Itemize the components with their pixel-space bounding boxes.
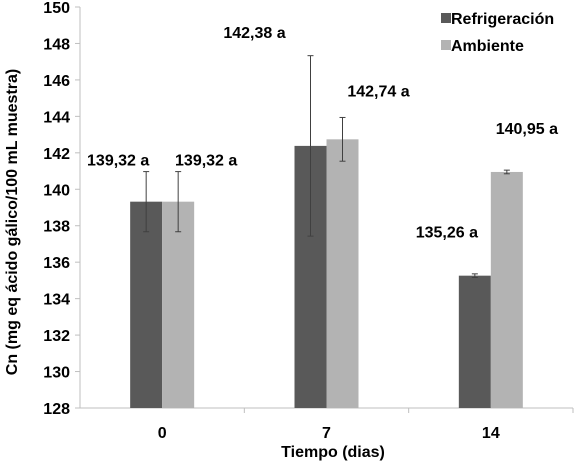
data-label: 135,26 a [416, 225, 478, 242]
bar-ambiente [490, 171, 523, 408]
legend: Refrigeración Ambiente [441, 11, 554, 55]
y-tick-label: 132 [43, 328, 70, 345]
x-axis-title: Tiempo (dias) [281, 444, 385, 461]
data-label: 142,38 a [223, 25, 285, 42]
y-tick-label: 142 [43, 146, 70, 163]
x-tick-label: 7 [322, 425, 331, 442]
y-tick-label: 148 [43, 36, 70, 53]
bar-ambiente [326, 139, 359, 408]
legend-swatch-refrigeracion [441, 13, 451, 23]
x-tick-label: 0 [158, 425, 167, 442]
legend-label-refrigeracion: Refrigeración [451, 11, 554, 28]
bar-ambiente [162, 201, 195, 408]
legend-label-ambiente: Ambiente [451, 38, 524, 55]
y-tick-label: 144 [43, 109, 70, 126]
y-axis-title: Cn (mg eq ácido gálico/100 mL muestra) [4, 69, 21, 375]
legend-swatch-ambiente [441, 40, 451, 50]
data-labels-layer: 139,32 a 139,32 a 142,38 a 142,74 a 135,26 a… [87, 25, 558, 242]
y-tick-label: 140 [43, 182, 70, 199]
data-label: 139,32 a [175, 153, 237, 170]
y-tick-label: 134 [43, 292, 70, 309]
data-label: 140,95 a [496, 121, 558, 138]
bars-layer [130, 55, 523, 408]
y-tick-label: 138 [43, 219, 70, 236]
data-label: 139,32 a [87, 153, 149, 170]
y-tick-label: 130 [43, 365, 70, 382]
x-tick-label: 14 [482, 425, 500, 442]
bar-refrigeracion [130, 201, 163, 408]
bar-refrigeracion [458, 275, 491, 408]
y-tick-label: 128 [43, 401, 70, 418]
y-tick-label: 146 [43, 73, 70, 90]
y-tick-label: 150 [43, 0, 70, 17]
data-label: 142,74 a [347, 83, 409, 100]
axes-layer: 128 130 132 134 136 138 140 142 144 146 148 150 0 7 14 [43, 0, 574, 442]
y-tick-label: 136 [43, 255, 70, 272]
